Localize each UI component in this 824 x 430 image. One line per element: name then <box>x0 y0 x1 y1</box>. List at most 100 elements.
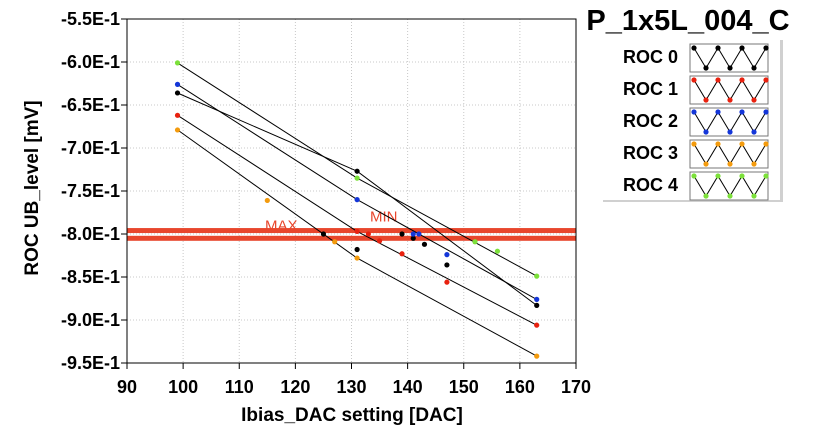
legend-marker <box>691 109 697 115</box>
point-roc-0 <box>174 90 181 96</box>
legend-label: ROC 0 <box>623 47 678 67</box>
point-roc-1 <box>174 112 181 118</box>
legend-marker <box>703 193 709 199</box>
legend-marker <box>727 97 733 103</box>
legend-item-roc-4: ROC 4 <box>623 171 769 201</box>
legend-item-roc-0: ROC 0 <box>623 43 769 73</box>
y-tick-label: -6.5E-1 <box>61 95 120 115</box>
y-axis-title: ROC UB_level [mV] <box>22 100 43 275</box>
extra-point <box>365 231 371 237</box>
legend-marker <box>763 173 769 179</box>
legend-label: ROC 1 <box>623 79 678 99</box>
legend-marker <box>715 77 721 83</box>
y-tick-label: -7.0E-1 <box>61 138 120 158</box>
extra-point <box>376 238 383 244</box>
legend-item-roc-3: ROC 3 <box>623 139 769 169</box>
plot-frame <box>126 18 577 364</box>
extra-point <box>399 231 405 237</box>
legend-marker <box>727 193 733 199</box>
legend: ROC 0 ROC 1 ROC 2 ROC 3 ROC 4 <box>600 38 783 202</box>
legend-marker <box>691 77 697 83</box>
x-tick-label: 100 <box>168 377 198 397</box>
legend-marker <box>703 65 709 71</box>
extra-point <box>472 239 478 245</box>
point-roc-2 <box>354 197 360 203</box>
legend-marker <box>739 77 745 83</box>
legend-marker <box>751 65 757 71</box>
limit-label-min: MIN <box>370 209 398 226</box>
point-roc-4 <box>534 273 540 279</box>
x-tick-label: 170 <box>561 377 591 397</box>
extra-point <box>421 241 428 247</box>
limit-label-max: MAX <box>265 217 298 234</box>
extra-point <box>320 231 327 237</box>
extra-point <box>444 279 450 285</box>
x-tick-label: 150 <box>449 377 479 397</box>
legend-marker <box>763 77 769 83</box>
y-tick-label: -7.5E-1 <box>61 181 120 201</box>
legend-marker <box>727 65 733 71</box>
legend-marker <box>715 173 721 179</box>
point-roc-3 <box>534 353 540 359</box>
legend-marker <box>751 97 757 103</box>
point-roc-0 <box>354 168 360 174</box>
y-tick-label: -8.0E-1 <box>61 224 120 244</box>
legend-marker <box>703 129 709 135</box>
extra-point <box>332 239 338 245</box>
legend-marker <box>739 109 745 115</box>
x-tick-label: 110 <box>225 377 254 397</box>
legend-marker <box>727 129 733 135</box>
legend-marker <box>751 129 757 135</box>
legend-marker <box>763 141 769 147</box>
x-tick-label: 140 <box>393 377 423 397</box>
extra-point <box>264 197 270 204</box>
point-roc-2 <box>174 81 181 87</box>
legend-marker <box>751 193 757 199</box>
point-roc-4 <box>354 175 360 181</box>
legend-marker <box>727 161 733 167</box>
legend-marker <box>763 45 769 51</box>
legend-item-roc-1: ROC 1 <box>623 75 769 105</box>
legend-marker <box>715 45 721 51</box>
extra-point <box>444 252 450 258</box>
extra-point <box>494 248 501 254</box>
point-roc-1 <box>354 228 360 235</box>
x-tick-label: 120 <box>280 377 310 397</box>
extra-point <box>399 251 405 257</box>
grid <box>127 19 576 363</box>
legend-label: ROC 3 <box>623 143 678 163</box>
x-tick-label: 130 <box>336 377 366 397</box>
limit-line-min <box>127 228 576 234</box>
x-tick-label: 160 <box>505 377 535 397</box>
y-tick-label: -5.5E-1 <box>61 9 120 29</box>
legend-item-roc-2: ROC 2 <box>623 107 769 137</box>
legend-marker <box>763 109 769 115</box>
y-tick-label: -8.5E-1 <box>61 267 120 287</box>
extra-point <box>416 231 422 237</box>
limit-line-max <box>127 235 576 241</box>
point-roc-4 <box>174 60 181 66</box>
extra-point <box>354 246 360 253</box>
y-tick-label: -6.0E-1 <box>61 52 120 72</box>
data-points <box>174 60 540 359</box>
legend-marker <box>691 141 697 147</box>
legend-label: ROC 2 <box>623 111 678 131</box>
point-roc-0 <box>534 302 540 308</box>
legend-marker <box>739 141 745 147</box>
legend-label: ROC 4 <box>623 175 678 195</box>
legend-marker <box>715 141 721 147</box>
legend-marker <box>703 97 709 103</box>
extra-point <box>444 262 450 268</box>
legend-marker <box>751 161 757 167</box>
legend-marker <box>715 109 721 115</box>
legend-marker <box>703 161 709 167</box>
y-tick-label: -9.0E-1 <box>61 310 120 330</box>
point-roc-3 <box>174 127 181 133</box>
legend-marker <box>739 45 745 51</box>
point-roc-2 <box>534 296 540 302</box>
chart-title: P_1x5L_004_C <box>586 5 789 37</box>
legend-marker <box>691 173 697 179</box>
point-roc-3 <box>354 255 360 261</box>
x-axis-title: Ibias_DAC setting [DAC] <box>241 405 463 426</box>
